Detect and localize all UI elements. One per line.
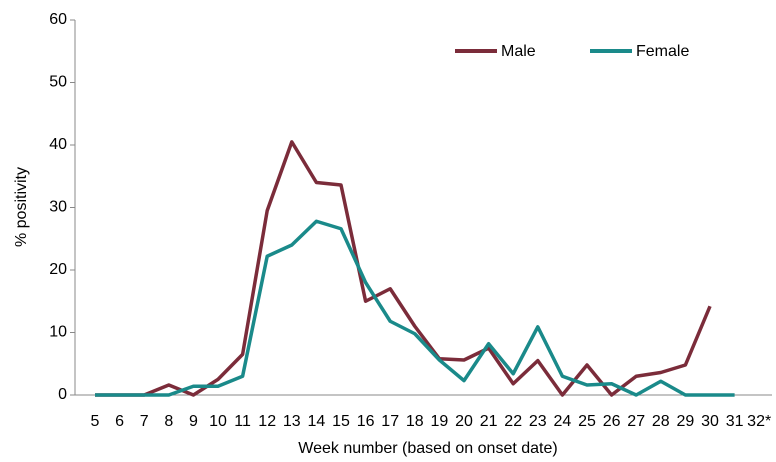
x-tick-label: 22	[504, 413, 522, 430]
x-tick-label: 11	[234, 413, 251, 430]
x-tick-label: 31	[726, 413, 744, 430]
x-tick-label: 12	[258, 413, 276, 430]
x-tick-label: 21	[480, 413, 498, 430]
x-tick-label: 30	[701, 413, 719, 430]
x-axis-label: Week number (based on onset date)	[298, 440, 557, 457]
x-tick-label: 5	[91, 413, 100, 430]
x-tick-label: 10	[209, 413, 227, 430]
x-tick-label: 15	[332, 413, 350, 430]
y-tick-label: 30	[49, 199, 67, 216]
y-axis-label: % positivity	[13, 167, 30, 247]
legend-label: Female	[636, 43, 689, 60]
line-series	[95, 140, 712, 397]
x-tick-label: 24	[554, 413, 572, 430]
y-tick-label: 0	[58, 386, 67, 403]
x-tick-label: 27	[627, 413, 645, 430]
x-tick-label: 23	[529, 413, 547, 430]
x-tick-label: 20	[455, 413, 473, 430]
x-tick-label: 16	[357, 413, 375, 430]
x-tick-label: 13	[283, 413, 301, 430]
x-tick-label: 6	[115, 413, 124, 430]
x-tick-label: 29	[677, 413, 695, 430]
x-tick-label: 8	[164, 413, 173, 430]
x-tick-label: 26	[603, 413, 621, 430]
x-tick-label: 25	[578, 413, 596, 430]
x-tick-label: 18	[406, 413, 424, 430]
x-tick-label: 9	[189, 413, 198, 430]
x-tick-label: 14	[308, 413, 326, 430]
y-tick-label: 20	[49, 261, 67, 278]
x-tick-label: 28	[652, 413, 670, 430]
legend-label: Male	[501, 43, 536, 60]
line-series	[95, 219, 735, 397]
y-tick-label: 60	[49, 11, 67, 28]
x-tick-label: 7	[140, 413, 149, 430]
x-tick-label: 17	[381, 413, 399, 430]
x-tick-label: 32*	[747, 413, 771, 430]
y-tick-label: 50	[49, 74, 67, 91]
y-tick-label: 10	[49, 324, 67, 341]
y-tick-label: 40	[49, 136, 67, 153]
x-tick-label: 19	[431, 413, 449, 430]
